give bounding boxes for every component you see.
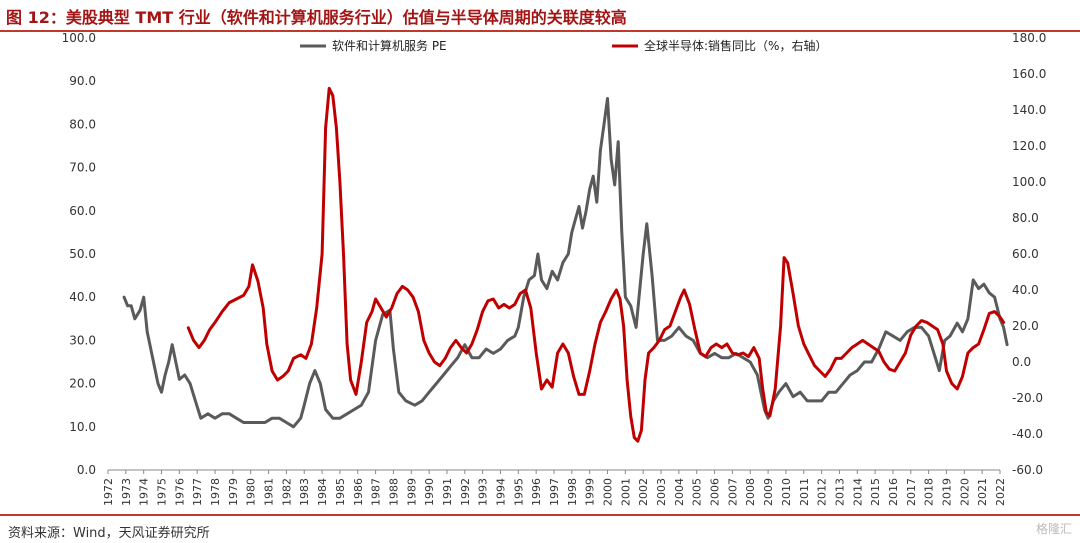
right-tick-label: 120.0 <box>1012 139 1046 153</box>
source-note: 资料来源：Wind，天风证券研究所 <box>8 526 210 541</box>
x-tick-label: 2012 <box>816 478 829 506</box>
x-tick-label: 1982 <box>280 478 293 506</box>
chart: 0.0 10.0 20.0 30.0 40.0 50.0 60.0 70.0 80.0 90.0 1… <box>62 32 1047 506</box>
right-tick-label: -20.0 <box>1012 391 1043 405</box>
x-tick-label: 2003 <box>655 478 668 506</box>
left-tick-label: 40.0 <box>69 290 96 304</box>
x-tick-label: 1978 <box>209 478 222 506</box>
left-tick-label: 70.0 <box>69 161 96 175</box>
watermark-logo: 格隆汇 <box>1035 522 1072 536</box>
right-tick-label: 60.0 <box>1012 247 1039 261</box>
x-tick-label: 2021 <box>976 478 989 506</box>
left-tick-label: 50.0 <box>69 247 96 261</box>
x-tick-label: 1996 <box>530 478 543 506</box>
legend-label-semiconductor-yoy: 全球半导体:销售同比（%，右轴） <box>644 38 827 53</box>
x-tick-label: 1985 <box>334 478 347 506</box>
source-bar: 资料来源：Wind，天风证券研究所 格隆汇 <box>0 514 1080 543</box>
x-tick-label: 1999 <box>584 478 597 506</box>
x-tick-label: 1988 <box>387 478 400 506</box>
x-tick-label: 1972 <box>102 478 115 506</box>
right-tick-label: 160.0 <box>1012 67 1046 81</box>
x-tick-label: 1998 <box>566 478 579 506</box>
chart-title: 图 12：美股典型 TMT 行业（软件和计算机服务行业）估值与半导体周期的关联度… <box>6 8 627 27</box>
right-tick-label: -60.0 <box>1012 463 1043 477</box>
left-tick-label: 60.0 <box>69 204 96 218</box>
x-tick-label: 1981 <box>263 478 276 506</box>
x-tick-label: 1995 <box>512 478 525 506</box>
x-tick-label: 1997 <box>548 478 561 506</box>
left-tick-label: 30.0 <box>69 333 96 347</box>
x-tick-label: 1974 <box>138 478 151 506</box>
x-tick-label: 1986 <box>352 478 365 506</box>
right-tick-label: 140.0 <box>1012 103 1046 117</box>
series-layer <box>122 86 1009 443</box>
left-tick-label: 10.0 <box>69 420 96 434</box>
axes: 0.0 10.0 20.0 30.0 40.0 50.0 60.0 70.0 80.0 90.0 1… <box>62 32 1047 506</box>
x-tick-label: 1983 <box>298 478 311 506</box>
x-tick-label: 2017 <box>905 478 918 506</box>
legend-label-software-pe: 软件和计算机服务 PE <box>332 38 447 53</box>
left-tick-label: 90.0 <box>69 74 96 88</box>
x-tick-label: 2016 <box>887 478 900 506</box>
x-tick-label: 1973 <box>120 478 133 506</box>
x-tick-label: 2005 <box>691 478 704 506</box>
x-tick-label: 2015 <box>869 478 882 506</box>
x-tick-label: 1980 <box>245 478 258 506</box>
right-tick-label: -40.0 <box>1012 427 1043 441</box>
x-tick-label: 2000 <box>602 478 615 506</box>
right-tick-label: 180.0 <box>1012 32 1046 45</box>
series-line-semiconductor-yoy <box>186 86 1006 443</box>
right-tick-label: 0.0 <box>1012 355 1031 369</box>
right-tick-label: 80.0 <box>1012 211 1039 225</box>
title-bar: 图 12：美股典型 TMT 行业（软件和计算机服务行业）估值与半导体周期的关联度… <box>0 0 1080 32</box>
x-tick-label: 2007 <box>726 478 739 506</box>
right-tick-label: 40.0 <box>1012 283 1039 297</box>
x-tick-label: 1993 <box>477 478 490 506</box>
left-tick-label: 80.0 <box>69 117 96 131</box>
right-tick-label: 20.0 <box>1012 319 1039 333</box>
legend: 软件和计算机服务 PE 全球半导体:销售同比（%，右轴） <box>300 38 827 53</box>
x-tick-label: 2002 <box>637 478 650 506</box>
right-tick-label: 100.0 <box>1012 175 1046 189</box>
left-tick-label: 20.0 <box>69 377 96 391</box>
x-tick-label: 2014 <box>851 478 864 506</box>
x-tick-label: 2022 <box>994 478 1007 506</box>
x-tick-label: 1994 <box>494 478 507 506</box>
x-tick-label: 1979 <box>227 478 240 506</box>
series-line-software-pe <box>122 97 1009 429</box>
x-tick-label: 1984 <box>316 478 329 506</box>
x-tick-label: 2008 <box>744 478 757 506</box>
x-tick-label: 1977 <box>191 478 204 506</box>
x-tick-label: 2004 <box>673 478 686 506</box>
left-tick-label: 0.0 <box>77 463 96 477</box>
x-tick-label: 2006 <box>709 478 722 506</box>
x-tick-label: 1991 <box>441 478 454 506</box>
x-tick-label: 1990 <box>423 478 436 506</box>
x-tick-label: 1992 <box>459 478 472 506</box>
x-tick-label: 1976 <box>173 478 186 506</box>
left-tick-label: 100.0 <box>62 32 96 45</box>
x-tick-label: 1975 <box>156 478 169 506</box>
x-tick-label: 1989 <box>405 478 418 506</box>
x-tick-label: 2010 <box>780 478 793 506</box>
x-tick-label: 2018 <box>923 478 936 506</box>
x-tick-label: 2013 <box>833 478 846 506</box>
x-tick-label: 2019 <box>940 478 953 506</box>
x-tick-label: 1987 <box>370 478 383 506</box>
x-tick-label: 2011 <box>798 478 811 506</box>
x-tick-label: 2020 <box>958 478 971 506</box>
x-tick-label: 2001 <box>619 478 632 506</box>
x-tick-label: 2009 <box>762 478 775 506</box>
